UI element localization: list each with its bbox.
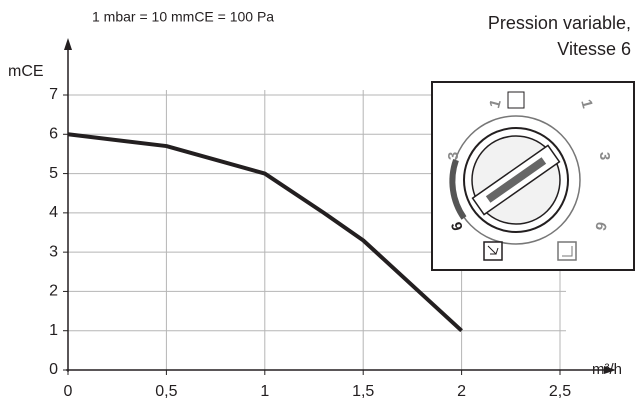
chart: 1 mbar = 10 mmCE = 100 Pa Pression varia… xyxy=(0,0,641,407)
x-tick-label: 0 xyxy=(64,383,73,400)
y-tick-label: 0 xyxy=(49,361,58,378)
title: Pression variable, xyxy=(488,13,631,33)
x-tick-label: 0,5 xyxy=(155,383,177,400)
dial-label: 3 xyxy=(596,152,613,160)
y-axis-label: mCE xyxy=(8,63,44,80)
dial-inset: 1 3 6 1 3 6 xyxy=(432,82,634,270)
y-tick-label: 7 xyxy=(49,86,58,103)
y-tick-label: 5 xyxy=(49,165,58,182)
y-tick-label: 2 xyxy=(49,283,58,300)
note: 1 mbar = 10 mmCE = 100 Pa xyxy=(92,9,274,25)
arrow xyxy=(64,38,72,50)
icon xyxy=(508,92,524,108)
y-tick-label: 4 xyxy=(49,204,58,221)
x-tick-label: 1,5 xyxy=(352,383,374,400)
x-tick-label: 1 xyxy=(260,383,269,400)
y-tick-label: 3 xyxy=(49,243,58,260)
x-tick-label: 2 xyxy=(457,383,466,400)
y-tick-label: 6 xyxy=(49,126,58,143)
icon xyxy=(558,242,576,260)
dial-label: 3 xyxy=(445,152,462,160)
x-tick-label: 2,5 xyxy=(549,383,571,400)
y-tick-label: 1 xyxy=(49,322,58,339)
title: Vitesse 6 xyxy=(557,39,631,59)
